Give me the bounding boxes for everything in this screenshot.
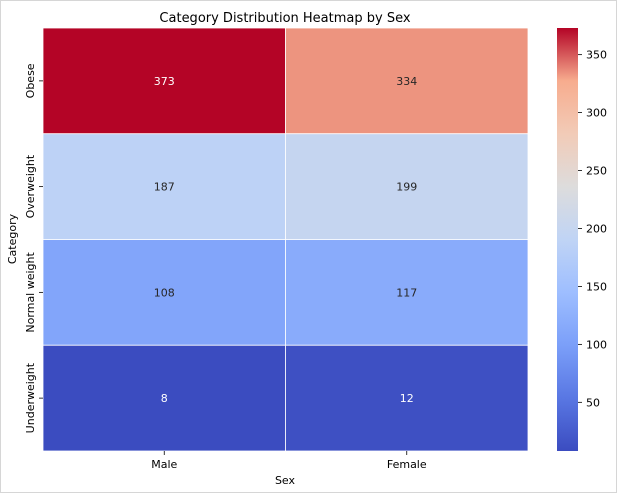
x-tick-label: Male	[151, 458, 177, 471]
y-tick-label: Normal weight	[24, 251, 37, 332]
chart-title: Category Distribution Heatmap by Sex	[159, 11, 410, 26]
heatmap-cell	[42, 344, 286, 452]
cell-value-label: 187	[154, 181, 175, 194]
heatmap-cells	[42, 27, 529, 452]
heatmap-cell	[42, 239, 286, 346]
y-axis-ticks: Obese Overweight Normal weight Underweight	[24, 63, 43, 433]
colorbar-ticks: 50 100 150 200 250 300 350	[578, 49, 607, 409]
colorbar-tick-label: 50	[586, 396, 600, 409]
colorbar-tick-label: 150	[586, 280, 607, 293]
cell-value-label: 12	[400, 392, 414, 405]
y-tick-label: Underweight	[24, 362, 37, 433]
heatmap-cell	[285, 27, 529, 135]
colorbar-tick-label: 250	[586, 165, 607, 178]
cell-value-label: 8	[161, 392, 168, 405]
y-tick-label: Obese	[24, 63, 37, 98]
y-axis-label: Category	[6, 213, 19, 264]
heatmap-cell	[285, 133, 529, 240]
colorbar-tick-label: 100	[586, 338, 607, 351]
heatmap-cell	[285, 344, 529, 452]
cell-value-label: 199	[396, 181, 417, 194]
colorbar-tick-label: 350	[586, 49, 607, 62]
heatmap-cell	[42, 133, 286, 240]
colorbar	[557, 28, 578, 451]
cell-annotations: 373 334 187 199 108 117 8 12	[154, 75, 418, 405]
colorbar-tick-label: 200	[586, 222, 607, 235]
cell-value-label: 108	[154, 286, 175, 299]
cell-value-label: 334	[396, 75, 417, 88]
x-axis-ticks: Male Female	[151, 451, 427, 471]
y-tick-label: Overweight	[24, 154, 37, 218]
x-axis-label: Sex	[275, 474, 296, 487]
heatmap-cell	[285, 239, 529, 346]
cell-value-label: 117	[396, 286, 417, 299]
cell-value-label: 373	[154, 75, 175, 88]
x-tick-label: Female	[387, 458, 427, 471]
heatmap-cell	[42, 27, 286, 135]
colorbar-tick-label: 300	[586, 107, 607, 120]
